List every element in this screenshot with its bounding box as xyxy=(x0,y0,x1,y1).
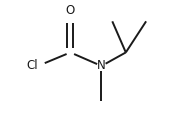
Text: N: N xyxy=(97,59,106,72)
Text: O: O xyxy=(66,4,75,17)
Text: Cl: Cl xyxy=(26,59,38,72)
